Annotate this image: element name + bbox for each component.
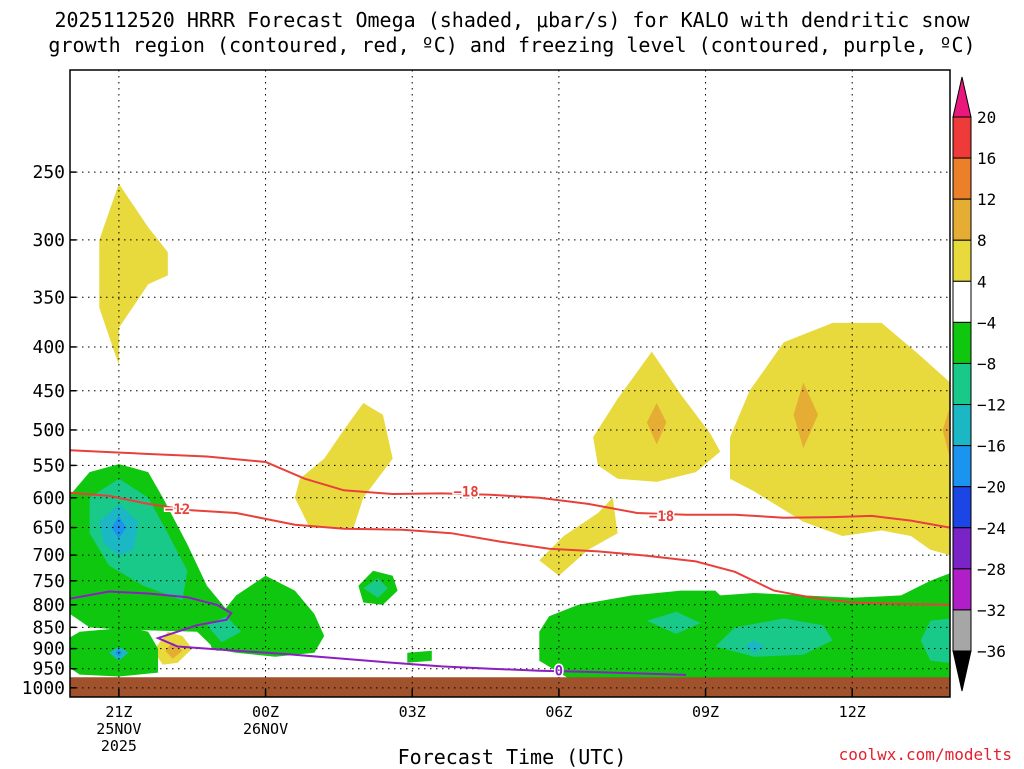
y-tick-label-1000: 1000 bbox=[22, 678, 65, 699]
colorbar-label-0: 20 bbox=[977, 108, 996, 127]
isotherm-minus12 bbox=[70, 491, 950, 606]
colorbar-label-3: 8 bbox=[977, 231, 987, 250]
colorbar-label-7: −12 bbox=[977, 396, 1006, 415]
colorbar-label-10: −24 bbox=[977, 519, 1006, 538]
colorbar-box-5 bbox=[952, 321, 972, 364]
colorbar-label-13: −36 bbox=[977, 642, 1006, 661]
y-tick-label-950: 950 bbox=[32, 659, 65, 680]
omega-region-low-ascent-center bbox=[165, 642, 183, 659]
x-tick-label-30-0: 06Z bbox=[545, 703, 572, 721]
isotherm-layer: −18 −18 −12 0 bbox=[70, 449, 950, 681]
x-axis-title: Forecast Time (UTC) bbox=[397, 745, 627, 769]
x-tick-label-24-1: 26NOV bbox=[243, 720, 288, 738]
colorbar-label-6: −8 bbox=[977, 354, 996, 373]
y-tick-label-700: 700 bbox=[32, 545, 65, 566]
y-tick-label-350: 350 bbox=[32, 287, 65, 308]
x-tick-label-24-0: 00Z bbox=[252, 703, 279, 721]
omega-region-descent-east-core2 bbox=[715, 618, 833, 657]
omega-shading-layer bbox=[70, 183, 950, 679]
omega-region-upper-ascent-east2 bbox=[730, 322, 950, 556]
source-credit[interactable]: coolwx.com/modelts bbox=[838, 745, 1012, 764]
colorbar-box-9 bbox=[952, 486, 972, 529]
omega-region-max-ascent-east2 bbox=[793, 382, 818, 449]
colorbar-box-4 bbox=[952, 280, 972, 323]
y-tick-label-800: 800 bbox=[32, 595, 65, 616]
colorbar-box-6 bbox=[952, 362, 972, 406]
colorbar-label-12: −32 bbox=[977, 601, 1006, 620]
colorbar-box-10 bbox=[952, 527, 972, 570]
omega-region-mid-ascent-small bbox=[539, 497, 618, 576]
colorbar-label-2: 12 bbox=[977, 190, 996, 209]
isotherm-zero-freezing bbox=[70, 590, 687, 676]
omega-region-max-ascent-east1 bbox=[646, 403, 667, 445]
colorbar-top-arrow bbox=[952, 76, 972, 118]
chart-title-line-2: growth region (contoured, red, ºC) and f… bbox=[48, 33, 976, 57]
omega-region-descent-small-core bbox=[363, 578, 388, 598]
terrain-ground bbox=[70, 677, 950, 697]
isotherm-label-minus12-0: −12 bbox=[165, 502, 190, 518]
omega-region-upper-ascent-center bbox=[294, 403, 393, 528]
isotherm-label-minus18-1: −18 bbox=[649, 509, 674, 525]
isotherm-minus18 bbox=[70, 449, 950, 529]
colorbar-label-9: −20 bbox=[977, 478, 1006, 497]
y-tick-label-500: 500 bbox=[32, 420, 65, 441]
omega-region-descent-east-core3 bbox=[920, 618, 950, 663]
grid-lines bbox=[70, 70, 950, 697]
chart-title-line-1: 2025112520 HRRR Forecast Omega (shaded, … bbox=[54, 8, 970, 32]
colorbar-label-4: 4 bbox=[977, 272, 987, 291]
x-tick-label-36-0: 12Z bbox=[839, 703, 866, 721]
omega-region-descent-small-920 bbox=[407, 650, 432, 663]
colorbar-box-2 bbox=[952, 198, 972, 241]
colorbar-label-11: −28 bbox=[977, 560, 1006, 579]
colorbar-label-8: −16 bbox=[977, 437, 1006, 456]
colorbar-bottom-arrow bbox=[952, 650, 972, 692]
x-tick-label-21-1: 25NOV bbox=[96, 720, 141, 738]
plot-frame bbox=[69, 69, 951, 698]
y-tick-label-550: 550 bbox=[32, 455, 65, 476]
isotherm-label-minus18-0: −18 bbox=[453, 485, 478, 501]
x-tick-label-21-2: 2025 bbox=[101, 737, 137, 755]
x-tick-label-33-0: 09Z bbox=[692, 703, 719, 721]
colorbar-box-3 bbox=[952, 239, 972, 282]
omega-region-descent-east-core1 bbox=[646, 611, 701, 634]
x-tick-label-27-0: 03Z bbox=[399, 703, 426, 721]
y-tick-label-250: 250 bbox=[32, 162, 65, 183]
y-tick-label-600: 600 bbox=[32, 488, 65, 509]
y-tick-label-900: 900 bbox=[32, 639, 65, 660]
colorbar-box-0 bbox=[952, 116, 972, 159]
colorbar-box-1 bbox=[952, 157, 972, 200]
y-tick-label-300: 300 bbox=[32, 230, 65, 251]
x-tick-label-21-0: 21Z bbox=[105, 703, 132, 721]
colorbar-box-8 bbox=[952, 445, 972, 488]
colorbar-box-7 bbox=[952, 404, 972, 447]
colorbar-box-11 bbox=[952, 568, 972, 611]
omega-region-upper-ascent-west bbox=[99, 183, 168, 366]
colorbar-label-5: −4 bbox=[977, 313, 996, 332]
y-tick-label-850: 850 bbox=[32, 617, 65, 638]
colorbar-box-12 bbox=[952, 609, 972, 652]
y-tick-label-400: 400 bbox=[32, 337, 65, 358]
y-tick-label-650: 650 bbox=[32, 518, 65, 539]
y-axis: 2503003504004505005506006507007508008509… bbox=[22, 162, 76, 699]
omega-region-max-ascent-edge bbox=[942, 406, 950, 459]
omega-region-descent-max-east bbox=[744, 640, 765, 653]
y-tick-label-450: 450 bbox=[32, 381, 65, 402]
colorbar: 20 16 12 8 4 −4 −8 −12 −16 −20 −24 −28 −32 −36 bbox=[952, 76, 1006, 692]
colorbar-label-1: 16 bbox=[977, 149, 996, 168]
y-tick-label-750: 750 bbox=[32, 571, 65, 592]
isotherm-label-zero-freezing-0: 0 bbox=[555, 664, 563, 680]
